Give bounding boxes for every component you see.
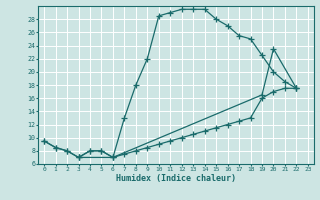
X-axis label: Humidex (Indice chaleur): Humidex (Indice chaleur)	[116, 174, 236, 183]
